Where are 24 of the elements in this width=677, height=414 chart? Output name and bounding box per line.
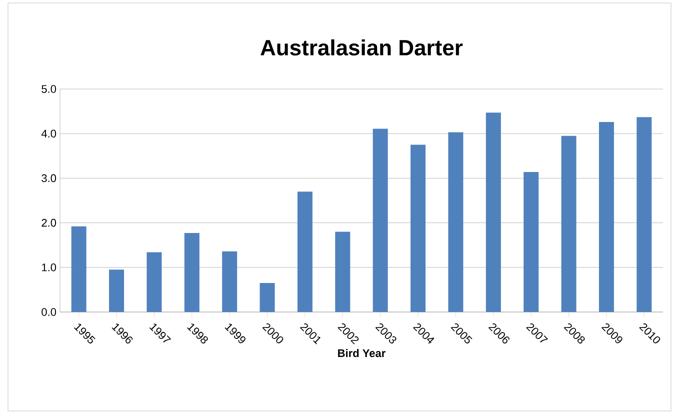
bar [448, 132, 464, 312]
bar [524, 172, 539, 312]
bar [486, 112, 501, 312]
bar [71, 226, 86, 312]
y-tick-label: 2.0 [42, 218, 56, 227]
y-tick-label: 4.0 [41, 130, 56, 138]
bar [372, 128, 388, 312]
bar [260, 283, 275, 312]
bar [335, 232, 350, 312]
bar [561, 136, 576, 312]
y-tick-label: 0.0 [42, 308, 56, 316]
bar [636, 117, 652, 312]
bar [184, 233, 200, 312]
y-tick-label: 5.0 [42, 85, 56, 93]
bar [297, 192, 312, 312]
bar [109, 270, 124, 312]
y-tick-label: 3.0 [42, 174, 56, 182]
bar [598, 122, 614, 312]
bar [146, 252, 162, 312]
bar [410, 144, 426, 312]
chart-title: Australasian Darter [260, 39, 463, 56]
bar [222, 251, 238, 312]
x-axis-title: Bird Year [338, 349, 386, 358]
y-tick-label: 1.0 [42, 264, 56, 272]
